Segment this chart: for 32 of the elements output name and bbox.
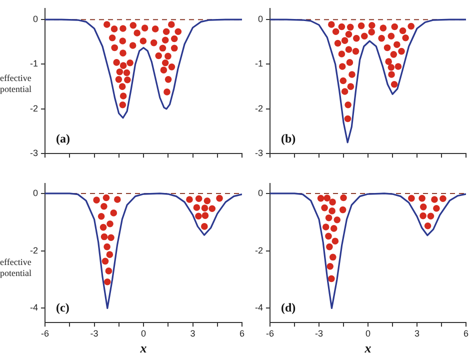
y-tick-label: -2 — [30, 245, 38, 256]
y-tick-label: 0 — [258, 188, 263, 198]
y-axis-title: effective potential — [0, 73, 32, 95]
y-tick-label: -2 — [30, 103, 38, 114]
x-tick-label: -3 — [90, 328, 98, 338]
y-axis-title: effective potential — [0, 257, 32, 279]
y-tick-label: -3 — [30, 148, 38, 158]
x-axis-title: x — [364, 340, 372, 356]
y-tick-label: -2 — [254, 245, 263, 256]
y-tick-label: -4 — [30, 302, 38, 313]
x-tick-label: 0 — [140, 328, 146, 338]
x-tick-label: 3 — [414, 328, 420, 338]
y-tick-label: 0 — [258, 14, 263, 24]
x-tick-label: 0 — [365, 328, 371, 338]
y-tick-label: 0 — [32, 188, 38, 198]
x-tick-label: 6 — [239, 328, 245, 338]
annotation: (c) — [56, 300, 70, 315]
x-axis-title: x — [139, 340, 148, 356]
y-tick-label: -3 — [254, 148, 263, 158]
y-tick-label: -1 — [254, 58, 263, 69]
annotation: (d) — [281, 300, 296, 315]
annotation: (b) — [281, 132, 296, 146]
x-tick-label: -3 — [314, 328, 324, 338]
y-tick-label: -1 — [30, 58, 38, 69]
y-tick-label: -4 — [254, 302, 263, 313]
y-tick-label: 0 — [32, 14, 38, 24]
x-tick-label: 6 — [463, 328, 469, 338]
x-tick-label: -6 — [266, 328, 274, 338]
y-tick-label: -2 — [254, 103, 263, 114]
x-tick-label: -6 — [40, 328, 50, 338]
x-tick-label: 3 — [190, 328, 196, 338]
annotation: (a) — [56, 132, 70, 146]
